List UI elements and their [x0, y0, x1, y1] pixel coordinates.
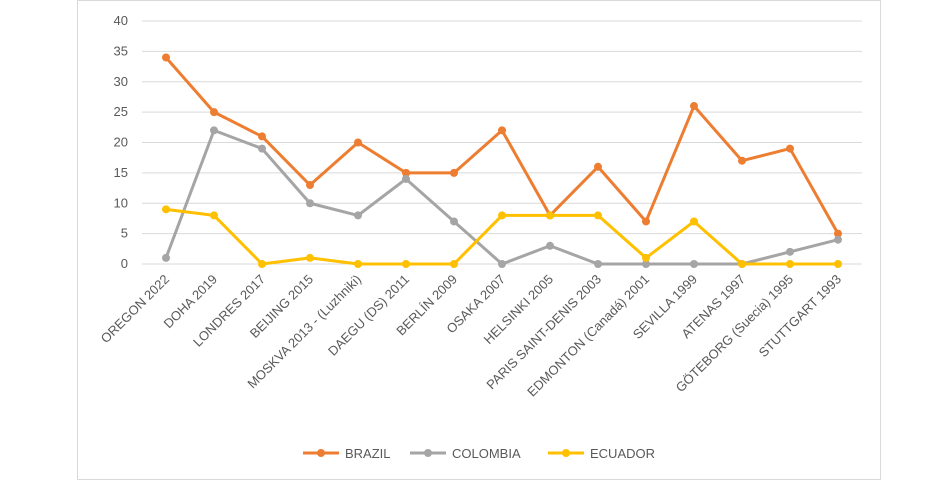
data-point-brazil [210, 108, 218, 117]
y-tick-label: 35 [114, 43, 128, 58]
data-point-colombia [834, 235, 842, 244]
data-point-ecuador [210, 211, 218, 220]
data-point-colombia [306, 199, 314, 208]
data-point-colombia [642, 260, 650, 268]
data-point-brazil [738, 156, 746, 165]
series-line-colombia [164, 128, 839, 266]
data-point-brazil [786, 144, 794, 153]
legend: BRAZIL COLOMBIA ECUADOR [303, 446, 655, 461]
series-lines [164, 56, 840, 266]
data-point-brazil [258, 132, 266, 141]
data-point-colombia [210, 126, 218, 135]
data-point-brazil [306, 181, 314, 190]
data-point-ecuador [354, 260, 362, 268]
data-point-colombia [162, 253, 170, 262]
y-tick-label: 10 [114, 195, 128, 210]
data-point-ecuador [642, 253, 650, 262]
data-point-ecuador [162, 205, 170, 214]
data-point-ecuador [498, 211, 506, 220]
y-tick-label: 15 [114, 165, 128, 180]
legend-label: ECUADOR [590, 446, 655, 461]
y-tick-label: 0 [121, 256, 128, 271]
legend-item-brazil: BRAZIL [303, 446, 391, 461]
data-point-colombia [594, 260, 602, 268]
data-point-ecuador [402, 260, 410, 268]
legend-item-colombia: COLOMBIA [410, 446, 521, 461]
y-tick-label: 5 [121, 226, 128, 241]
data-point-brazil [594, 162, 602, 171]
legend-label: COLOMBIA [452, 446, 521, 461]
data-point-brazil [354, 138, 362, 147]
series-points [162, 53, 842, 268]
data-point-ecuador [306, 253, 314, 262]
data-point-colombia [450, 217, 458, 226]
data-point-colombia [546, 241, 554, 250]
series-line-brazil [164, 56, 840, 235]
data-point-brazil [834, 229, 842, 238]
y-tick-label: 40 [114, 13, 128, 28]
legend-swatch-marker [317, 449, 325, 457]
data-point-ecuador [690, 217, 698, 226]
x-tick-label: STUTTGART 1993 [756, 272, 844, 360]
legend-item-ecuador: ECUADOR [548, 446, 655, 461]
data-point-ecuador [594, 211, 602, 220]
data-point-brazil [450, 168, 458, 177]
data-point-brazil [690, 102, 698, 111]
x-tick-label: OREGON 2022 [98, 272, 172, 346]
data-point-brazil [162, 53, 170, 62]
data-point-brazil [402, 168, 410, 177]
x-tick-label: DAEGU (DS) 2011 [325, 272, 412, 359]
data-point-colombia [402, 174, 410, 183]
data-point-colombia [354, 211, 362, 220]
legend-label: BRAZIL [345, 446, 391, 461]
data-point-colombia [258, 144, 266, 153]
y-tick-label: 30 [114, 74, 128, 89]
y-tick-label: 20 [114, 135, 128, 150]
data-point-colombia [498, 260, 506, 268]
data-point-brazil [498, 126, 506, 135]
data-point-ecuador [546, 211, 554, 220]
y-tick-label: 25 [114, 104, 128, 119]
legend-swatch-marker [562, 449, 570, 457]
data-point-colombia [690, 260, 698, 268]
y-axis-tick-labels: 0 5 10 15 20 25 30 35 40 [114, 13, 128, 271]
data-point-colombia [786, 247, 794, 256]
data-point-ecuador [258, 260, 266, 268]
data-point-brazil [642, 217, 650, 226]
data-point-ecuador [786, 260, 794, 268]
data-point-ecuador [450, 260, 458, 268]
legend-swatch-marker [424, 449, 432, 457]
data-point-ecuador [738, 260, 746, 268]
data-point-ecuador [834, 260, 842, 268]
